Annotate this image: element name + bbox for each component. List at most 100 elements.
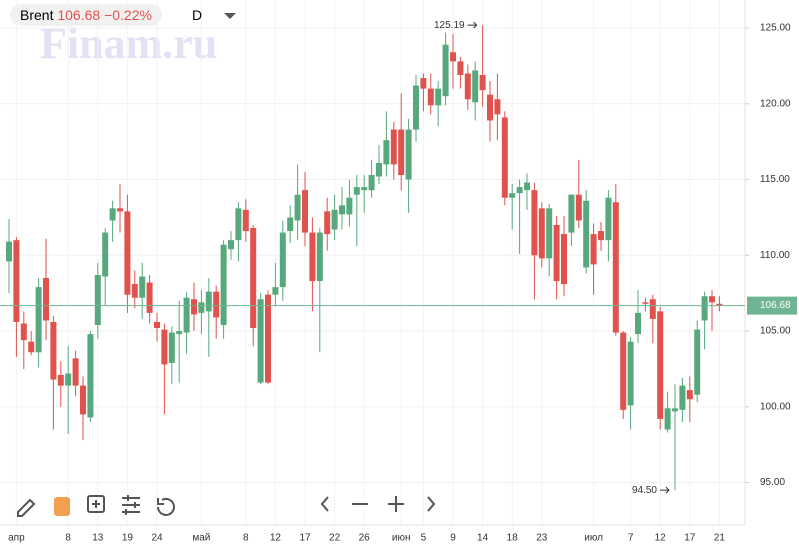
- candle-body: [213, 291, 220, 318]
- candle-body: [309, 232, 316, 282]
- candle-body: [642, 302, 649, 304]
- candle-body: [361, 187, 368, 191]
- candle-body: [161, 329, 168, 365]
- y-tick-label: 110.00: [760, 250, 790, 261]
- candle-body: [131, 284, 138, 298]
- candle-body: [28, 341, 35, 353]
- candle-body: [228, 240, 234, 250]
- symbol: Brent: [20, 7, 54, 23]
- candle-body: [709, 296, 715, 303]
- candle-body: [413, 85, 419, 130]
- candle-body: [627, 341, 634, 406]
- y-tick-label: 100.00: [760, 401, 791, 412]
- reset-tool[interactable]: [157, 497, 175, 516]
- candle-body: [390, 129, 397, 165]
- zoom-in[interactable]: [388, 496, 404, 512]
- draw-tool[interactable]: [17, 498, 36, 517]
- candle-body: [35, 287, 42, 353]
- candle-body: [635, 312, 641, 335]
- candle-body: [176, 331, 183, 335]
- x-tick-label: 26: [359, 533, 371, 544]
- candle-body: [553, 225, 560, 282]
- candle-body: [686, 390, 693, 400]
- x-tick-label: 23: [536, 533, 548, 544]
- candle-body: [353, 187, 360, 195]
- candle-body: [13, 240, 20, 322]
- candle-body: [146, 282, 153, 313]
- candle-body: [257, 299, 264, 383]
- candle-body: [546, 208, 553, 259]
- nav-right[interactable]: [427, 496, 436, 512]
- candle-body: [398, 129, 405, 175]
- x-tick-label: 12: [655, 533, 667, 544]
- candle-body: [168, 332, 175, 363]
- x-tick-label: 5: [421, 533, 427, 544]
- y-tick-label: 125.00: [760, 23, 791, 34]
- candle-body: [516, 187, 523, 194]
- x-tick-label: май: [192, 533, 210, 544]
- candle-body: [331, 209, 338, 230]
- toolbar[interactable]: [17, 495, 436, 517]
- x-tick-label: 24: [151, 533, 163, 544]
- candle-body: [538, 208, 545, 259]
- candle-body: [383, 140, 390, 165]
- candle-body: [457, 61, 464, 75]
- interval: D: [192, 7, 203, 23]
- candle-body: [509, 193, 516, 198]
- settings-tool[interactable]: [122, 495, 140, 515]
- candle-body: [294, 194, 301, 221]
- extreme-label: 125.19: [434, 20, 465, 31]
- candle-body: [694, 329, 701, 395]
- instrument-badge[interactable]: Brent 106.68 −0.22%: [10, 4, 162, 26]
- candle-body: [87, 334, 94, 418]
- add-tool[interactable]: [87, 495, 105, 513]
- candle-body: [205, 291, 212, 312]
- interval-select[interactable]: D: [192, 4, 237, 26]
- candle-body: [154, 321, 160, 329]
- extreme-arrow: [660, 486, 670, 494]
- candle-body: [346, 197, 353, 215]
- candle-body: [339, 205, 345, 215]
- candle-body: [65, 373, 72, 386]
- y-tick-label: 105.00: [760, 326, 791, 337]
- dropdown-arrow: [224, 13, 237, 19]
- candle-body: [109, 208, 116, 221]
- candle-body: [450, 52, 456, 62]
- candle-body: [302, 190, 308, 233]
- candle-body: [72, 358, 79, 386]
- candle-body: [598, 231, 604, 241]
- candle-body: [368, 175, 375, 191]
- candle-body: [679, 385, 686, 410]
- change: −0.22%: [104, 7, 152, 23]
- candle-body: [191, 299, 197, 315]
- candle-body: [583, 200, 590, 268]
- x-tick-label: 13: [92, 533, 104, 544]
- candle-body: [279, 232, 286, 288]
- candle-body: [620, 332, 627, 410]
- candle-body: [250, 228, 257, 329]
- x-tick-label: 21: [714, 533, 726, 544]
- y-tick-label: 95.00: [760, 477, 785, 488]
- candle-body: [6, 241, 12, 262]
- candle-body: [479, 75, 486, 91]
- add-plus: [92, 500, 100, 508]
- extreme-arrow: [467, 21, 478, 29]
- notes-tool[interactable]: [54, 497, 70, 516]
- x-tick-label: 14: [477, 533, 489, 544]
- candle-body: [94, 275, 101, 325]
- candle-body: [701, 296, 708, 321]
- x-tick-label: 8: [243, 533, 249, 544]
- candle-body: [324, 211, 331, 235]
- candle-body: [672, 408, 678, 412]
- candle-body: [472, 70, 479, 103]
- x-tick-label: 19: [122, 533, 134, 544]
- candle-body: [561, 234, 567, 285]
- x-tick-label: июл: [584, 533, 603, 544]
- candle-body: [20, 323, 27, 341]
- x-tick-label: апр: [8, 533, 25, 544]
- candle-body: [657, 311, 664, 419]
- candle-body: [605, 197, 612, 241]
- nav-left[interactable]: [320, 496, 329, 512]
